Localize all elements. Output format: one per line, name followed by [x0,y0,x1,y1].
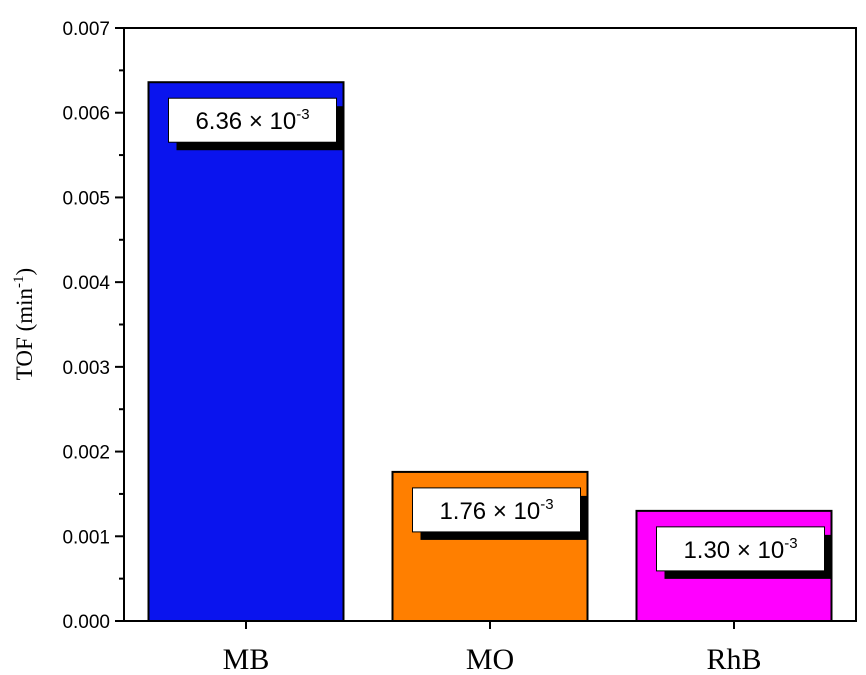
y-tick-label: 0.007 [62,19,110,40]
y-axis-ticks: 0.000 0.001 0.002 0.003 0.004 0.005 0.006 0.007 [62,19,124,633]
data-label: 1.76 × 10-3 [439,496,553,525]
y-axis-label: TOF (min-1) [11,268,37,380]
plot-frame [123,27,857,622]
data-label-box [412,487,581,533]
x-axis-ticks: MB MO RhB [223,621,762,675]
data-label-box [168,97,337,143]
data-label: 6.36 × 10-3 [195,106,309,135]
data-label: 1.30 × 10-3 [683,535,797,564]
data-label-box [656,526,825,572]
x-tick-label: MB [223,643,270,675]
y-tick-label: 0.003 [62,358,110,379]
y-tick-label: 0.006 [62,104,110,125]
y-tick-label: 0.002 [62,443,110,464]
y-tick-label: 0.000 [62,612,110,633]
x-tick-label: MO [466,643,514,675]
data-labels: 6.36 × 10-3 1.76 × 10-3 1.30 × 10-3 [168,97,833,579]
bar-mb [147,81,345,622]
y-tick-label: 0.005 [62,188,110,209]
x-tick-label: RhB [706,643,761,675]
y-tick-label: 0.001 [62,527,110,548]
y-tick-label: 0.004 [62,273,110,294]
